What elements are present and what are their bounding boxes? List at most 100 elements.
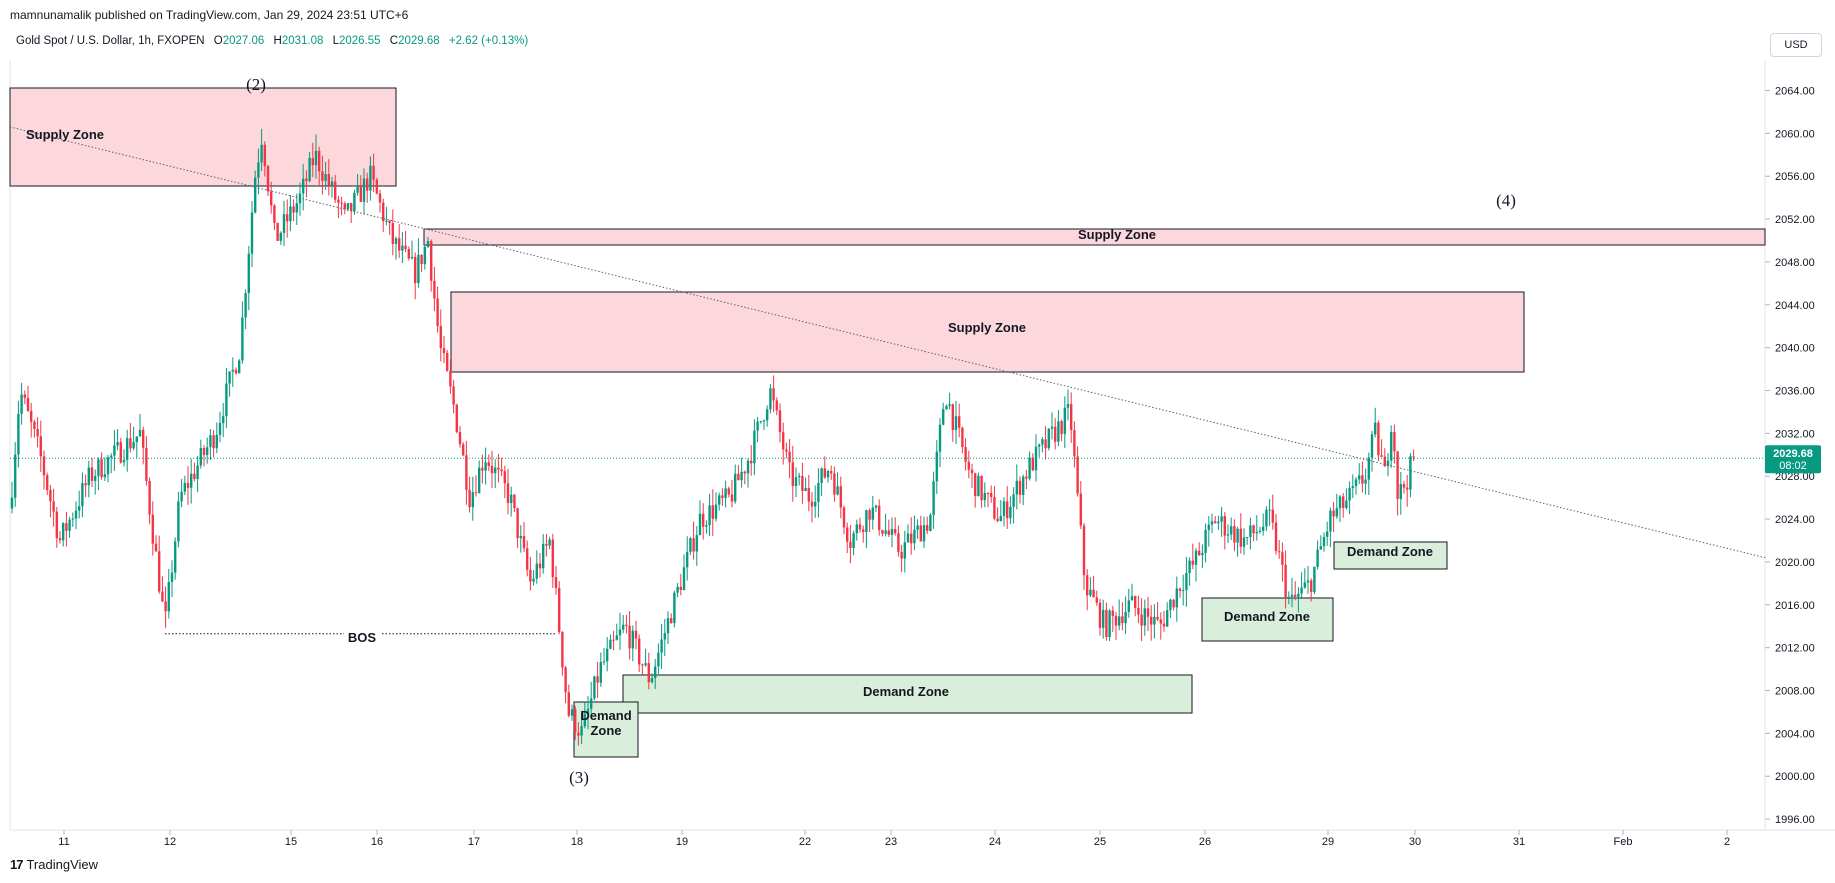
candle-up: [519, 535, 522, 539]
candle-up: [1050, 426, 1054, 429]
candle-down: [1178, 588, 1182, 591]
candle-up: [394, 238, 398, 245]
trendline[interactable]: [9, 126, 1766, 559]
candle-down: [33, 421, 36, 429]
candle-down: [1098, 602, 1102, 628]
candle-up: [1290, 594, 1294, 597]
candle-down: [39, 436, 42, 457]
candle-down: [193, 473, 196, 479]
demand-zone-box[interactable]: [1333, 541, 1448, 570]
time-axis[interactable]: 11 12 15 16 17 18 19 22 23 24 25 26 29 30 31 Feb 2: [58, 830, 1730, 848]
candle-down: [878, 505, 881, 531]
candle-down: [1294, 594, 1297, 597]
candle-up: [1367, 457, 1370, 480]
time-tick-label: 31: [1513, 836, 1525, 848]
candle-down: [807, 488, 810, 502]
candle-up: [698, 513, 702, 536]
demand-zone-box[interactable]: [1201, 597, 1334, 642]
price-tick-label: 2012.00: [1775, 643, 1815, 655]
candle-up: [954, 416, 958, 430]
candle-up: [1066, 404, 1070, 408]
candle-up: [494, 467, 497, 474]
candle-down: [554, 577, 558, 589]
demand-zone-label: Demand Zone: [1347, 544, 1433, 559]
candle-down: [513, 494, 516, 509]
candle-up: [1009, 506, 1012, 519]
candle-down: [1278, 551, 1281, 553]
supply-zone-box[interactable]: [9, 87, 397, 187]
candle-up: [94, 476, 97, 481]
candle-up: [417, 254, 420, 284]
candle-down: [84, 483, 87, 486]
candle-down: [55, 511, 58, 539]
candle-up: [1249, 525, 1252, 537]
candle-up: [247, 253, 250, 294]
candle-up: [922, 525, 926, 542]
candles-layer: [10, 128, 1415, 746]
candle-up: [282, 214, 286, 233]
candle-down: [737, 473, 740, 481]
candle-down: [641, 664, 644, 666]
candle-up: [804, 488, 807, 492]
candle-up: [724, 488, 727, 499]
candle-down: [1172, 599, 1175, 608]
candle-up: [1242, 537, 1246, 547]
tradingview-watermark[interactable]: 17 TradingView: [10, 857, 98, 872]
candle-up: [1262, 526, 1265, 531]
candle-down: [151, 514, 154, 544]
candle-down: [791, 462, 794, 486]
candle-down: [1006, 501, 1009, 519]
candle-up: [852, 533, 855, 548]
candle-down: [990, 492, 993, 497]
candle-down: [1111, 610, 1114, 616]
candle-up: [330, 181, 334, 186]
candle-down: [446, 352, 449, 371]
candle-up: [948, 404, 951, 407]
candle-down: [375, 179, 378, 194]
candle-down: [305, 178, 308, 181]
candle-down: [49, 489, 52, 502]
supply-zone-box[interactable]: [423, 228, 1766, 246]
candle-up: [938, 424, 942, 452]
tradingview-logo-icon: 17: [10, 857, 24, 872]
candle-up: [87, 467, 90, 486]
candle-up: [532, 578, 535, 582]
candle-down: [612, 639, 615, 641]
candle-down: [887, 530, 890, 535]
candle-up: [177, 501, 180, 542]
candle-up: [1370, 434, 1374, 458]
time-tick-label: 12: [164, 836, 176, 848]
candle-down: [1281, 552, 1284, 565]
candle-down: [30, 410, 33, 422]
candle-down: [414, 256, 417, 284]
current-price-badge: [1765, 445, 1821, 474]
tradingview-brand: TradingView: [26, 857, 99, 872]
candle-up: [250, 212, 254, 254]
candle-down: [391, 223, 394, 245]
supply-zone-box[interactable]: [450, 291, 1525, 373]
candle-down: [148, 481, 151, 515]
candle-down: [1025, 476, 1028, 479]
candle-up: [279, 232, 282, 241]
candle-up: [170, 572, 174, 582]
candle-down: [919, 525, 922, 542]
candle-up: [766, 409, 769, 421]
candle-up: [615, 635, 618, 640]
candle-up: [631, 630, 634, 649]
current-price-value: 2029.68: [1773, 448, 1813, 460]
high-value: 2031.08: [281, 35, 324, 47]
currency-button[interactable]: USD: [1770, 33, 1822, 57]
candle-up: [1364, 479, 1367, 484]
price-axis[interactable]: 2064.00 2060.00 2056.00 2052.00 2048.00 2044.…: [1765, 86, 1821, 827]
candle-up: [1130, 596, 1134, 601]
demand-zone-box[interactable]: [622, 674, 1193, 714]
candle-up: [890, 529, 894, 535]
candle-down: [750, 460, 753, 464]
candle-down: [529, 569, 532, 582]
candle-down: [961, 427, 964, 448]
candle-down: [1198, 550, 1201, 556]
candle-down: [23, 394, 26, 398]
candle-up: [650, 678, 654, 683]
candle-down: [551, 539, 554, 578]
